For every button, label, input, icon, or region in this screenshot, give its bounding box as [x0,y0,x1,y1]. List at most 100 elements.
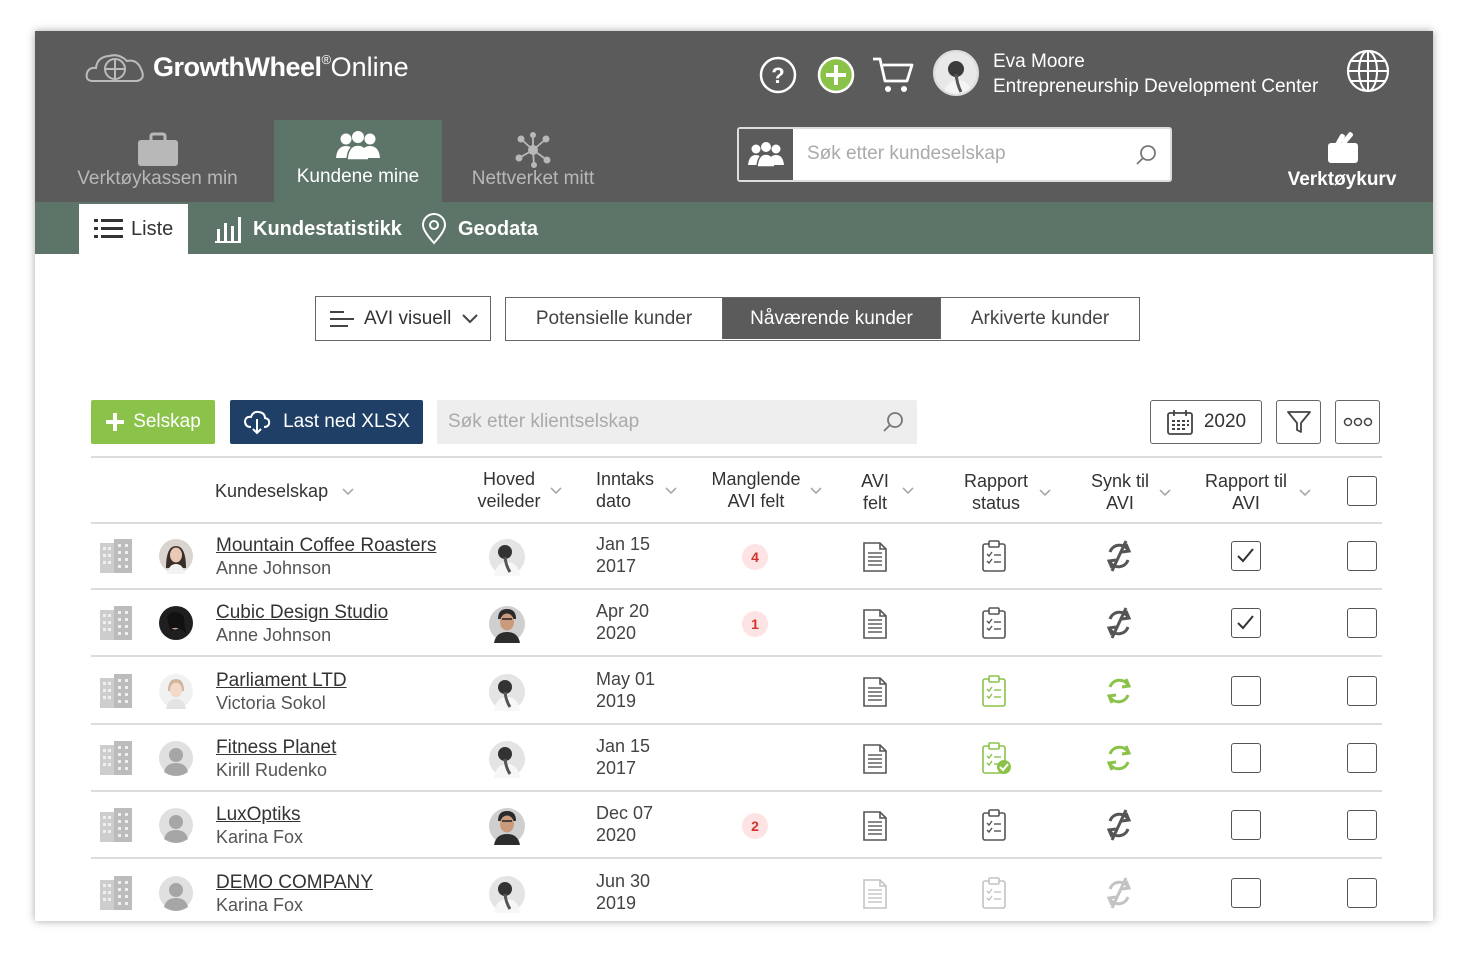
advisor-avatar[interactable] [488,538,526,581]
clipboard-icon[interactable] [980,606,1012,640]
add-icon[interactable] [816,55,856,95]
client-search-input[interactable]: Søk etter klientselskap [437,400,917,444]
nav-verktoykassen[interactable]: Verktøykassen min [70,120,245,202]
clipboard-icon[interactable] [980,539,1012,573]
report-to-avi-checkbox[interactable] [1231,810,1261,841]
row-select-checkbox[interactable] [1347,608,1377,639]
sync-avi-cell[interactable] [1102,808,1136,847]
company-link[interactable]: Fitness Planet [216,736,337,758]
segment-current[interactable]: Nåværende kunder [723,298,941,339]
clipboard-icon[interactable] [980,808,1012,842]
tab-kundestatistikk[interactable]: Kundestatistikk [213,204,402,254]
col-header-sync-avi[interactable]: Synk til AVI [1082,470,1158,514]
avi-field-cell[interactable] [862,743,888,780]
col-header-avi-field[interactable]: AVI felt [851,470,899,514]
table-row[interactable]: LuxOptiks Karina Fox Dec 07 2020 2 [91,792,1382,860]
col-header-report-status[interactable]: Rapport status [955,470,1037,514]
report-status-cell[interactable] [980,606,1012,645]
report-status-cell[interactable] [980,808,1012,847]
report-to-avi-checkbox[interactable] [1231,675,1261,706]
report-approved-icon[interactable] [980,741,1012,775]
view-dropdown-label: AVI visuell [364,307,452,329]
sync-off-icon[interactable] [1102,606,1136,640]
avi-field-cell[interactable] [862,676,888,713]
avi-field-cell[interactable] [862,810,888,847]
sync-off-icon[interactable] [1102,808,1136,842]
company-link[interactable]: Cubic Design Studio [216,602,389,624]
company-link[interactable]: LuxOptiks [216,804,301,826]
tab-geodata[interactable]: Geodata [420,204,538,254]
advisor-avatar[interactable] [488,673,526,716]
add-company-button[interactable]: Selskap [91,400,215,444]
row-select-checkbox[interactable] [1347,742,1377,773]
report-status-cell[interactable] [980,539,1012,578]
col-header-advisor[interactable]: Hoved veileder [471,468,547,512]
avi-field-cell[interactable] [862,878,888,915]
segment-potential[interactable]: Potensielle kunder [506,298,723,339]
nav-kundene[interactable]: Kundene mine [274,120,442,202]
avi-field-cell[interactable] [862,541,888,578]
company-link[interactable]: DEMO COMPANY [216,871,373,893]
advisor-avatar[interactable] [488,807,526,850]
report-status-cell[interactable] [980,674,1012,713]
table-row[interactable]: Cubic Design Studio Anne Johnson Apr 20 … [91,590,1382,658]
select-all-checkbox[interactable] [1347,476,1377,506]
cart-icon[interactable] [871,53,917,97]
row-select-checkbox[interactable] [1347,810,1377,841]
col-header-missing-avi[interactable]: Manglende AVI felt [703,468,809,512]
advisor-avatar[interactable] [488,605,526,648]
report-to-avi-checkbox[interactable] [1231,541,1261,571]
company-link[interactable]: Parliament LTD [216,669,347,691]
sync-off-icon[interactable] [1102,876,1136,910]
tab-liste[interactable]: Liste [79,204,188,254]
sync-avi-cell[interactable] [1102,539,1136,578]
col-header-report-avi[interactable]: Rapport til AVI [1195,470,1297,514]
sync-on-icon[interactable] [1102,741,1136,775]
advisor-photo-icon [489,740,525,778]
avatar[interactable] [933,50,979,96]
nav-nettverket[interactable]: Nettverket mitt [458,120,608,202]
help-icon[interactable]: ? [758,55,798,95]
filter-button[interactable] [1276,400,1321,444]
report-status-cell[interactable] [980,876,1012,915]
table-row[interactable]: Fitness Planet Kirill Rudenko Jan 15 201… [91,725,1382,792]
avi-field-cell[interactable] [862,608,888,645]
sync-off-icon[interactable] [1102,539,1136,573]
sync-avi-cell[interactable] [1102,674,1136,713]
advisor-avatar[interactable] [488,875,526,918]
table-row[interactable]: Mountain Coffee Roasters Anne Johnson Ja… [91,523,1382,590]
view-dropdown[interactable]: AVI visuell [315,296,491,341]
more-options-button[interactable] [1335,400,1380,444]
sync-avi-cell[interactable] [1102,606,1136,645]
col-header-label: Synk til [1090,471,1150,491]
report-to-avi-checkbox[interactable] [1231,877,1261,908]
missing-fields-badge[interactable]: 1 [742,611,768,638]
sync-avi-cell[interactable] [1102,876,1136,915]
missing-fields-badge[interactable]: 4 [742,544,768,570]
row-select-checkbox[interactable] [1347,675,1377,706]
company-search[interactable]: Søk etter kundeselskap [737,127,1172,182]
col-header-company[interactable]: Kundeselskap [215,480,355,502]
logo[interactable]: GrowthWheel® Online [83,45,409,89]
table-row[interactable]: DEMO COMPANY Karina Fox Jun 30 2019 [91,860,1382,922]
sync-on-icon[interactable] [1102,674,1136,708]
advisor-avatar[interactable] [488,740,526,783]
search-icon[interactable] [1134,143,1158,167]
report-to-avi-checkbox[interactable] [1231,608,1261,639]
sync-avi-cell[interactable] [1102,741,1136,780]
year-picker[interactable]: 2020 [1150,400,1262,444]
row-select-checkbox[interactable] [1347,877,1377,908]
company-link[interactable]: Mountain Coffee Roasters [216,535,437,556]
clipboard-icon[interactable] [980,876,1012,910]
row-select-checkbox[interactable] [1347,541,1377,571]
col-header-intake-date[interactable]: Inntaks dato [596,468,654,512]
report-status-cell[interactable] [980,741,1012,780]
report-to-avi-checkbox[interactable] [1231,742,1261,773]
table-row[interactable]: Parliament LTD Victoria Sokol May 01 201… [91,658,1382,725]
globe-icon[interactable] [1345,48,1391,94]
missing-fields-badge[interactable]: 2 [742,813,768,840]
download-xlsx-button[interactable]: Last ned XLSX [230,400,423,444]
segment-archived[interactable]: Arkiverte kunder [970,307,1110,329]
search-icon[interactable] [881,410,905,434]
clipboard-icon[interactable] [980,674,1012,708]
